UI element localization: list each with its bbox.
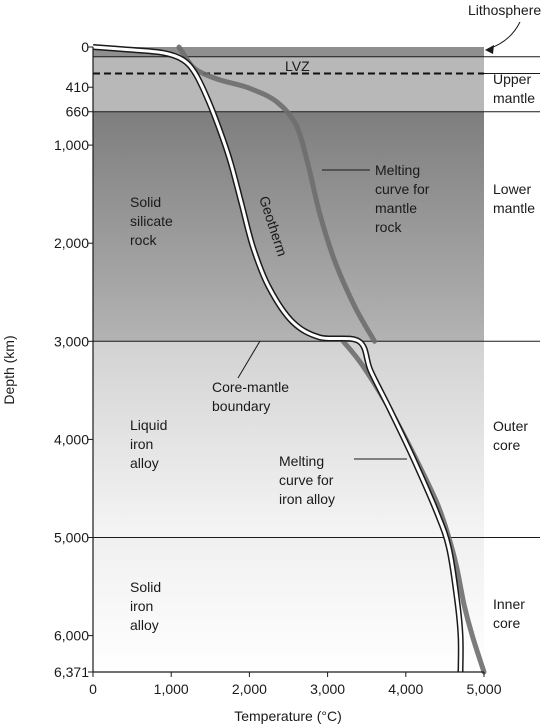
cmb-leader (237, 340, 261, 379)
lithosphere-label: Lithosphere (468, 2, 541, 18)
y-tick-label: 5,000 (54, 530, 89, 546)
solid-silicate-label: Solid silicate rock (130, 194, 177, 248)
layer-lithosphere (93, 47, 484, 57)
layer-inner-core (93, 537, 484, 672)
lower-mantle-label: Lower mantle (493, 181, 535, 216)
y-axis-title: Depth (km) (1, 335, 17, 404)
outer-core-label: Outer core (493, 418, 532, 453)
geotherm-curve (92, 45, 463, 673)
y-tick-label: 6,371 (54, 664, 89, 680)
y-tick-label: 6,000 (54, 628, 89, 644)
lvz-label: LVZ (285, 58, 310, 74)
inner-core-label: Inner core (493, 596, 529, 631)
y-tick-label: 0 (81, 39, 89, 55)
upper-mantle-label: Upper mantle (493, 71, 535, 106)
melting-iron-label: Melting curve for iron alloy (279, 453, 337, 507)
solid-iron-label: Solid iron alloy (130, 579, 165, 633)
x-tick-label: 1,000 (154, 681, 189, 697)
layer-outer-core (93, 341, 484, 538)
y-tick-label: 410 (66, 79, 90, 95)
y-tick-label: 1,000 (54, 137, 89, 153)
layer-lower-mantle (93, 111, 484, 342)
core-mantle-boundary-label: Core-mantle boundary (212, 379, 293, 414)
lithosphere-leader (487, 21, 521, 50)
y-tick-label: 3,000 (54, 333, 89, 349)
liquid-iron-label: Liquid iron alloy (130, 417, 171, 471)
y-tick-label: 4,000 (54, 431, 89, 447)
x-tick-label: 4,000 (388, 681, 423, 697)
x-tick-label: 0 (89, 681, 97, 697)
x-tick-label: 2,000 (232, 681, 267, 697)
lithosphere-arrowhead (485, 45, 494, 54)
x-tick-label: 3,000 (310, 681, 345, 697)
x-tick-label: 5,000 (466, 681, 501, 697)
layer-upper-mantle (93, 56, 484, 112)
y-tick-label: 660 (66, 104, 90, 120)
y-tick-label: 2,000 (54, 235, 89, 251)
melting-mantle-label: Melting curve for mantle rock (375, 162, 433, 235)
x-axis-title: Temperature (°C) (234, 708, 342, 724)
